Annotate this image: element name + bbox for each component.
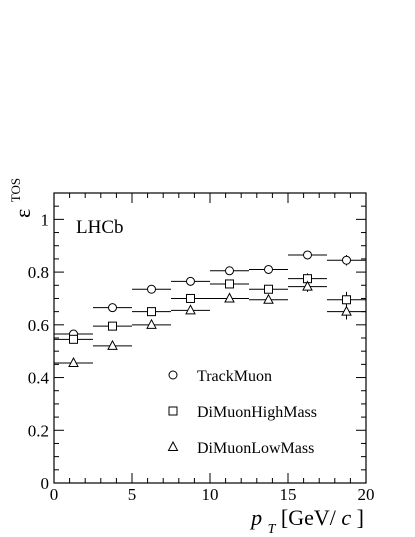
x-tick-label: 5 — [128, 485, 137, 504]
y-tick-label: 0.2 — [28, 421, 49, 440]
y-axis-label-symbol: ε — [10, 209, 35, 218]
y-tick-label: 1 — [41, 210, 50, 229]
legend-marker-circle — [168, 370, 178, 380]
data-point — [146, 318, 157, 329]
data-point — [225, 279, 234, 289]
x-tick-label: 0 — [50, 485, 59, 504]
data-point — [263, 293, 274, 304]
data-point — [147, 284, 156, 294]
data-point — [185, 304, 196, 315]
data-point — [225, 266, 234, 276]
x-axis-label: p T [GeV/ c ] — [249, 505, 364, 537]
data-point — [224, 292, 235, 303]
data-point — [342, 255, 351, 265]
series-dimuonlowmass — [54, 280, 366, 368]
x-axis-label-symbol: p — [249, 505, 262, 530]
legend-label: DiMuonHighMass — [197, 404, 317, 421]
y-axis-label-superscript: TOS — [8, 178, 23, 202]
data-point — [69, 334, 78, 344]
x-axis-label-subscript: T — [268, 522, 277, 537]
plot-frame — [53, 192, 367, 484]
legend-marker-square — [168, 406, 178, 416]
y-tick-label: 0.6 — [28, 316, 49, 335]
data-point — [147, 307, 156, 317]
data-point — [108, 321, 117, 331]
series-trackmuon — [54, 250, 366, 339]
data-point — [108, 303, 117, 313]
x-axis-label-unit: [GeV/ — [281, 505, 337, 530]
data-point — [303, 250, 312, 260]
data-point — [107, 339, 118, 350]
y-axis-label: ε TOS — [8, 178, 35, 218]
legend-label: DiMuonLowMass — [197, 440, 314, 457]
legend-entry: DiMuonLowMass — [167, 440, 314, 457]
legend-marker-triangle — [167, 440, 179, 451]
data-point — [264, 284, 273, 294]
x-tick-label: 15 — [280, 485, 297, 504]
y-tick-label: 0 — [41, 474, 50, 493]
data-point — [342, 295, 351, 305]
legend-label: TrackMuon — [197, 368, 272, 385]
data-point — [186, 293, 195, 303]
data-point — [68, 356, 79, 368]
x-tick-label: 10 — [202, 485, 219, 504]
experiment-label: LHCb — [76, 217, 124, 238]
x-axis-label-unit-close: ] — [357, 505, 364, 530]
legend: TrackMuon DiMuonHighMass DiMuonLowMass — [167, 368, 317, 457]
x-axis-label-unit-c: c — [341, 505, 351, 530]
legend-entry: DiMuonHighMass — [168, 404, 317, 421]
x-tick-label: 20 — [358, 485, 375, 504]
axis-ticks: 0 5 10 15 20 0 0.2 0.4 0.6 0.8 1 — [28, 192, 375, 504]
data-point — [264, 264, 273, 274]
series-dimuonhighmass — [54, 273, 366, 344]
data-point — [341, 305, 352, 316]
data-point — [302, 280, 313, 291]
y-tick-label: 0.4 — [28, 369, 50, 388]
y-tick-label: 0.8 — [28, 263, 49, 282]
legend-entry: TrackMuon — [168, 368, 272, 385]
data-series — [54, 250, 366, 368]
data-point — [186, 276, 195, 286]
